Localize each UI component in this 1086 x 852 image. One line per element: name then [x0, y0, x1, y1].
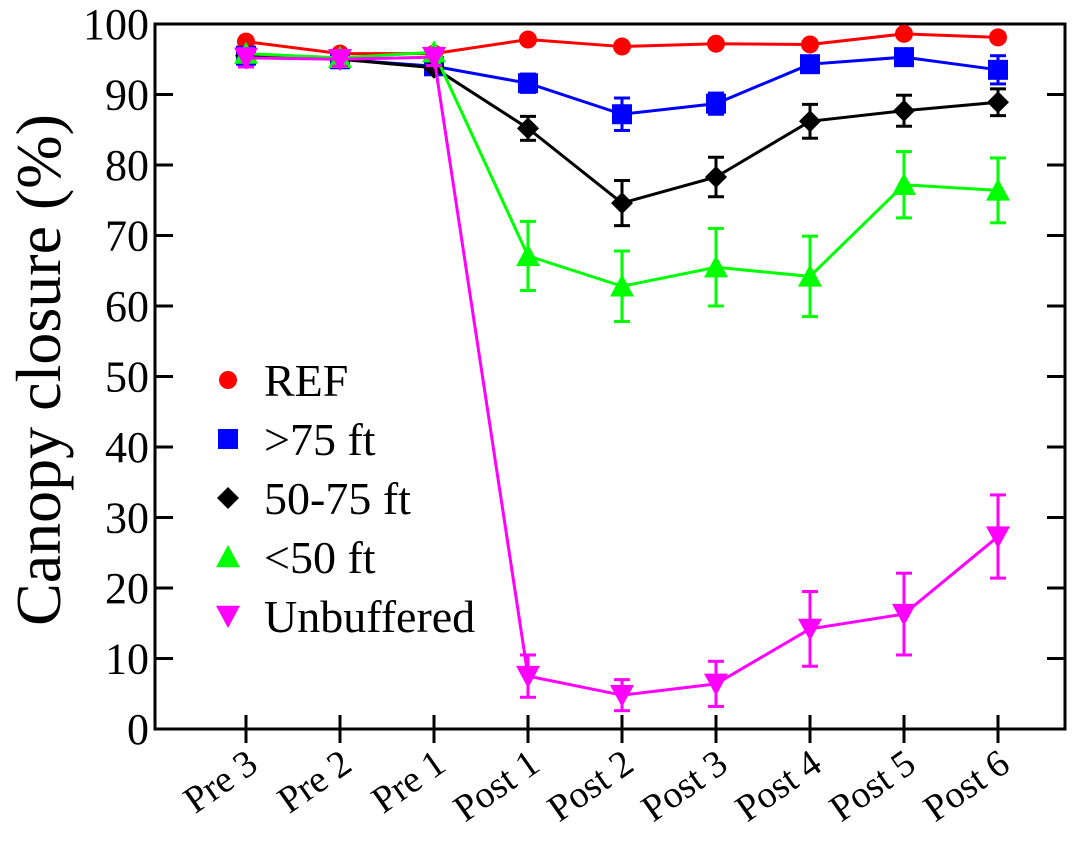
series-layer: [234, 24, 1010, 713]
point-4-2: [422, 46, 446, 70]
legend-marker-2: [217, 487, 239, 509]
legend: REF >75 ft 50-75 ft <50 ft Unbuffered: [216, 355, 475, 642]
legend-marker-0: [219, 371, 237, 389]
point-4-8: [986, 526, 1010, 549]
x-tick-label-8: Post 6: [916, 742, 1017, 830]
point-1-5: [706, 93, 726, 114]
legend-marker-4: [216, 605, 240, 628]
y-tick-label-5: 50: [105, 353, 149, 402]
point-0-4: [613, 37, 631, 56]
legend-marker-1: [218, 429, 238, 449]
x-tick-label-5: Post 3: [634, 742, 735, 830]
legend-label-0: REF: [264, 355, 348, 406]
series-4: [234, 46, 1010, 713]
point-2-3: [517, 117, 539, 140]
legend-label-2: 50-75 ft: [264, 473, 411, 524]
y-tick-label-6: 60: [105, 282, 149, 331]
point-1-7: [894, 47, 914, 68]
point-3-8: [986, 178, 1010, 201]
point-4-0: [234, 47, 258, 70]
point-4-5: [704, 673, 728, 696]
x-tick-label-2: Pre 1: [364, 742, 453, 822]
point-3-5: [704, 255, 728, 278]
point-0-7: [895, 24, 913, 43]
x-tick-label-3: Post 1: [446, 742, 547, 830]
point-2-6: [799, 110, 821, 133]
point-4-4: [610, 684, 634, 708]
y-tick-label-3: 30: [105, 494, 149, 543]
y-axis-label-group: Canopy closure (%): [3, 114, 74, 626]
point-4-3: [516, 665, 540, 689]
legend-label-4: Unbuffered: [264, 591, 475, 642]
point-3-3: [516, 243, 540, 267]
y-tick-label-2: 20: [105, 564, 149, 613]
point-2-5: [705, 165, 727, 188]
point-1-8: [988, 59, 1008, 80]
point-0-5: [707, 34, 725, 53]
point-3-6: [798, 264, 822, 287]
y-tick-label-0: 0: [127, 705, 149, 754]
x-tick-label-0: Pre 3: [176, 742, 265, 822]
point-1-3: [518, 73, 538, 94]
y-axis-ticks: 0 10 20 30 40 50 60 70 80 90 100: [83, 0, 1065, 754]
series-3: [234, 40, 1010, 324]
point-3-7: [892, 172, 916, 195]
point-1-4: [612, 104, 632, 125]
x-tick-label-1: Pre 2: [270, 742, 359, 822]
point-4-7: [892, 603, 916, 627]
point-4-1: [328, 49, 352, 72]
legend-label-3: <50 ft: [264, 532, 376, 583]
y-tick-label-1: 10: [105, 635, 149, 684]
y-tick-label-9: 90: [105, 71, 149, 120]
point-0-6: [801, 35, 819, 54]
point-2-7: [893, 99, 915, 122]
legend-label-1: >75 ft: [264, 414, 376, 465]
point-4-6: [798, 618, 822, 641]
legend-marker-3: [216, 545, 240, 568]
y-axis-label: Canopy closure (%): [3, 114, 74, 626]
series-2: [235, 44, 1009, 228]
y-tick-label-4: 40: [105, 423, 149, 472]
point-2-8: [987, 91, 1009, 114]
y-tick-label-7: 70: [105, 212, 149, 261]
point-2-4: [611, 192, 633, 215]
y-tick-label-10: 100: [83, 0, 149, 49]
point-3-4: [610, 274, 634, 297]
point-0-3: [519, 30, 537, 49]
x-tick-label-7: Post 5: [822, 742, 923, 830]
point-0-8: [989, 28, 1007, 47]
x-tick-label-6: Post 4: [728, 742, 829, 830]
point-1-6: [800, 54, 820, 75]
y-tick-label-8: 80: [105, 141, 149, 190]
x-tick-label-4: Post 2: [540, 742, 641, 830]
